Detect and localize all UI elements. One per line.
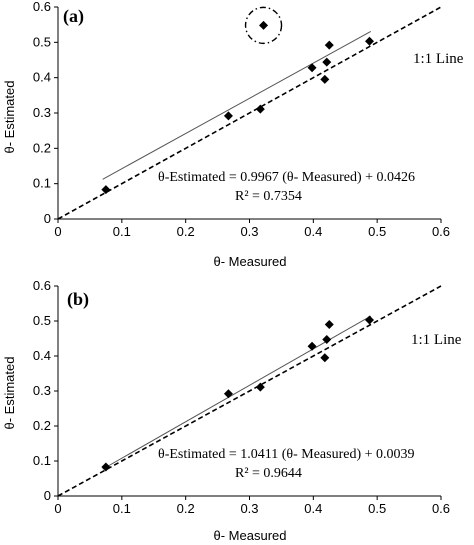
panel-a-one-to-one-line <box>57 6 442 220</box>
panel-b-r-squared: R² = 0.9644 <box>235 466 302 481</box>
panel-b-equation: θ-Estimated = 1.0411 (θ- Measured) + 0.0… <box>158 447 415 462</box>
panel-a-y-tick-label: 0.1 <box>33 176 51 191</box>
panel-a-x-axis-label: θ- Measured <box>214 254 287 269</box>
panel-a-regression-line <box>102 30 372 180</box>
panel-b-x-tick-label: 0.4 <box>304 501 322 516</box>
panel-a-r-squared: R² = 0.7354 <box>235 189 302 204</box>
panel-a-data-point <box>322 57 332 67</box>
panel-b-data-point <box>223 389 233 399</box>
panel-a-y-axis-label: θ- Estimated <box>2 81 17 154</box>
panel-a-y-tick-label: 0.5 <box>33 34 51 49</box>
panel-b-data-point <box>101 462 111 472</box>
panel-b-x-tick-label: 0 <box>54 501 61 516</box>
panel-a-label: (a) <box>63 6 84 27</box>
panel-a-x-tick-label: 0.6 <box>432 224 450 239</box>
panel-b-y-axis-label: θ- Estimated <box>2 357 17 430</box>
panel-b-x-tick-label: 0.6 <box>432 501 450 516</box>
panel-a-equation: θ-Estimated = 0.9967 (θ- Measured) + 0.0… <box>158 170 415 185</box>
panel-a-x-tick-label: 0.3 <box>240 224 258 239</box>
panel-b-x-tick-label: 0.1 <box>113 501 131 516</box>
panel-b-x-tick-label: 0.2 <box>177 501 195 516</box>
panel-a-data-point <box>324 40 334 50</box>
panel-a-x-tick-label: 0.2 <box>177 224 195 239</box>
panel-b-y-tick-label: 0.4 <box>33 348 51 363</box>
panel-a-data-point <box>320 74 330 84</box>
panel-a-x-tick-label: 0.5 <box>368 224 386 239</box>
panel-a-one-to-one-label: 1:1 Line <box>413 51 464 67</box>
panel-b-one-to-one-line <box>57 285 442 497</box>
panel-a-x-tick-label: 0.4 <box>304 224 322 239</box>
panel-a-data-point <box>223 111 233 121</box>
panel-b-y-tick-label: 0 <box>44 488 51 503</box>
panel-a-data-point <box>255 104 265 114</box>
panel-b-y-tick-label: 0.3 <box>33 383 51 398</box>
panel-b-y-tick-label: 0.1 <box>33 453 51 468</box>
panel-b-x-tick-label: 0.3 <box>240 501 258 516</box>
panel-b-data-point <box>255 382 265 392</box>
panel-a-y-tick-label: 0.2 <box>33 140 51 155</box>
panel-b-data-point <box>320 353 330 363</box>
panel-a-y-tick-label: 0.3 <box>33 105 51 120</box>
panel-b-y-tick-label: 0.5 <box>33 313 51 328</box>
panel-b-y-tick-label: 0.2 <box>33 418 51 433</box>
panel-b-data-point <box>307 341 317 351</box>
panel-a-data-point <box>259 20 269 30</box>
panel-b-y-tick-label: 0.6 <box>33 278 51 293</box>
panel-b-data-point <box>322 335 332 345</box>
panel-a-x-tick-label: 0.1 <box>113 224 131 239</box>
panel-a-data-point <box>307 63 317 73</box>
panel-a-y-tick-label: 0.4 <box>33 70 51 85</box>
panel-a: 0 0.1 0.2 0.3 0.4 0.5 0.6 0 0.1 0.2 0.3 0.4 0.5 0.6 (… <box>2 0 464 269</box>
panel-a-y-tick-label: 0.6 <box>33 0 51 14</box>
panel-b: 0 0.1 0.2 0.3 0.4 0.5 0.6 0 0.1 0.2 0.3 0.4 0.5 0.6 (… <box>2 278 462 543</box>
panel-b-data-point <box>324 320 334 329</box>
panel-a-data-point <box>101 185 111 195</box>
panel-a-data-point <box>365 36 375 46</box>
panel-a-x-tick-label: 0 <box>54 224 61 239</box>
panel-b-label: (b) <box>67 289 89 310</box>
panel-b-data-point <box>365 315 375 325</box>
panel-a-outlier-circle <box>244 6 283 45</box>
panel-b-x-axis-label: θ- Measured <box>214 528 287 543</box>
panel-b-one-to-one-label: 1:1 Line <box>411 332 462 348</box>
panel-a-y-tick-label: 0 <box>44 211 51 226</box>
panel-b-x-tick-label: 0.5 <box>368 501 386 516</box>
